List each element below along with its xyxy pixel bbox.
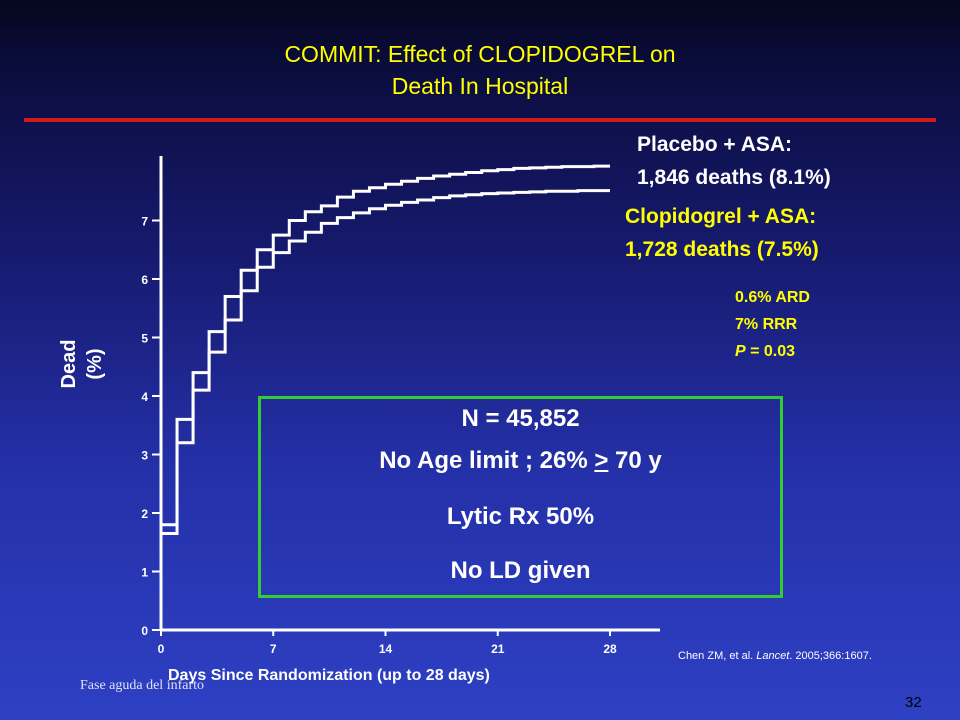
x-tick-label: 7 (270, 642, 277, 656)
chart-series (161, 164, 610, 535)
title-divider (24, 118, 936, 122)
citation-authors: Chen ZM, et al. (678, 650, 757, 662)
y-tick-label: 5 (141, 332, 148, 346)
clopidogrel-label-line-2: 1,728 deaths (7.5%) (625, 238, 819, 261)
stats-block: 0.6% ARD 7% RRR P = 0.03 (735, 284, 810, 365)
y-tick-label: 3 (141, 449, 148, 463)
info-age-text: No Age limit ; 26% (379, 447, 595, 474)
y-tick-label: 7 (141, 215, 148, 229)
y-tick-label: 0 (141, 624, 148, 638)
clopidogrel-label: Clopidogrel + ASA: 1,728 deaths (7.5%) (625, 200, 819, 266)
x-tick-label: 0 (158, 642, 165, 656)
placebo-label: Placebo + ASA: 1,846 deaths (8.1%) (637, 128, 831, 194)
x-tick-label: 14 (379, 642, 393, 656)
y-tick-label: 2 (141, 507, 148, 521)
placebo-label-line-1: Placebo + ASA: (637, 133, 793, 156)
clopidogrel-series-line (161, 189, 610, 535)
ard-stat: 0.6% ARD (735, 289, 810, 306)
y-tick-label: 6 (141, 273, 148, 287)
title-line-1: COMMIT: Effect of CLOPIDOGREL on (284, 41, 676, 67)
info-age: No Age limit ; 26% > 70 y (261, 447, 780, 475)
slide-footer: Fase aguda del infarto (80, 678, 205, 693)
info-sample-size: N = 45,852 (461, 405, 580, 432)
p-value-stat: P = 0.03 (735, 338, 810, 365)
title-line-2: Death In Hospital (391, 73, 569, 99)
chart-axes: 0 1 2 3 4 5 6 7 0 7 14 21 28 (141, 156, 660, 656)
info-loading-dose: No LD given (450, 557, 591, 584)
info-lytic: Lytic Rx 50% (446, 503, 595, 530)
citation-ref: . 2005;366:1607. (789, 650, 872, 662)
slide-title: COMMIT: Effect of CLOPIDOGREL on Death I… (0, 38, 960, 102)
x-axis-label: Days Since Randomization (up to 28 days) (168, 667, 490, 684)
p-value: = 0.03 (745, 343, 796, 360)
info-age-symbol: > (594, 447, 609, 474)
info-age-value: 70 y (608, 447, 662, 474)
x-tick-label: 21 (491, 642, 505, 656)
page-number: 32 (905, 694, 922, 711)
citation-journal: Lancet (756, 650, 790, 662)
p-symbol: P (735, 343, 746, 360)
citation: Chen ZM, et al. Lancet. 2005;366:1607. (678, 650, 872, 662)
rrr-stat: 7% RRR (735, 316, 798, 333)
y-tick-label: 4 (141, 390, 148, 404)
trial-info-box: N = 45,852 No Age limit ; 26% > 70 y Lyt… (258, 396, 783, 598)
y-tick-label: 1 (141, 566, 148, 580)
placebo-label-line-2: 1,846 deaths (8.1%) (637, 166, 831, 189)
x-tick-label: 28 (603, 642, 617, 656)
clopidogrel-label-line-1: Clopidogrel + ASA: (625, 205, 817, 228)
